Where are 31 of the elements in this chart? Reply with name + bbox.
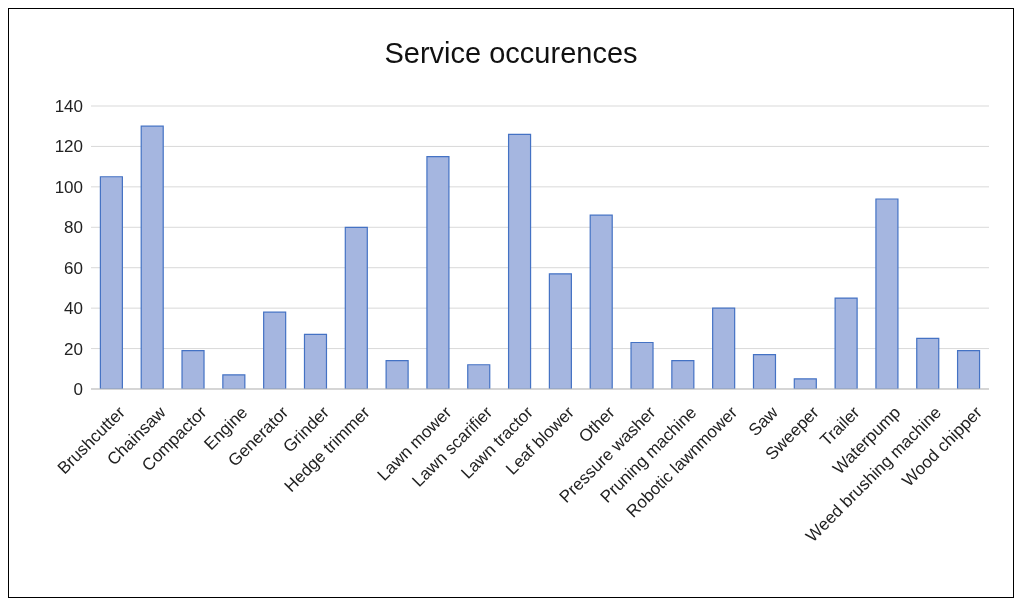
bar <box>344 226 368 389</box>
bar <box>752 354 777 389</box>
bar <box>385 360 409 389</box>
y-tick-label: 20 <box>64 339 83 359</box>
bar <box>834 297 858 389</box>
bar <box>467 364 491 389</box>
y-tick-label: 40 <box>64 299 83 319</box>
bar <box>99 176 123 389</box>
bar <box>181 349 205 389</box>
bar <box>671 360 695 389</box>
y-tick-label: 80 <box>64 218 83 238</box>
y-tick-label: 60 <box>64 258 83 278</box>
y-tick-label: 100 <box>54 177 83 197</box>
bar <box>548 273 572 389</box>
bar <box>222 374 246 389</box>
bar <box>426 155 450 389</box>
chart-title: Service occurences <box>383 37 639 70</box>
bar <box>956 349 981 389</box>
bar <box>507 133 532 389</box>
bar <box>263 311 287 389</box>
bar <box>630 341 654 389</box>
y-tick-label: 0 <box>73 380 83 400</box>
bar <box>140 125 164 389</box>
bar <box>793 378 817 389</box>
y-tick-label: 120 <box>54 137 83 157</box>
bar <box>916 337 940 389</box>
bar <box>875 198 899 389</box>
bar <box>712 307 736 389</box>
bar <box>589 214 613 389</box>
y-tick-label: 140 <box>54 97 83 117</box>
bar <box>303 333 328 389</box>
